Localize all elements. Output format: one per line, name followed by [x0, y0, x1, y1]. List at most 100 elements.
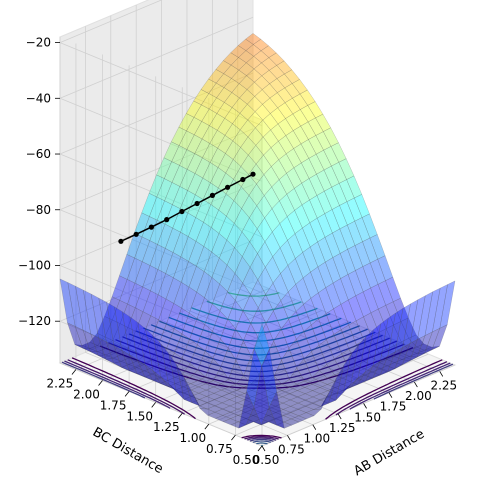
surface-patch: [256, 217, 273, 243]
surface-patch: [228, 383, 245, 391]
surface-patch: [96, 315, 113, 338]
surface-patch: [105, 357, 122, 364]
surface-patch: [409, 335, 426, 362]
surface-patch: [180, 261, 197, 288]
surface-patch: [284, 97, 301, 115]
surface-patch: [278, 153, 295, 174]
surface-patch: [369, 258, 386, 285]
surface-patch: [205, 380, 222, 388]
surface-patch: [232, 129, 249, 148]
surface-patch: [308, 135, 324, 155]
surface-patch: [342, 377, 359, 392]
surface-patch: [234, 231, 250, 258]
grid-line: [59, 128, 254, 211]
surface-patch: [231, 69, 247, 84]
surface-patch: [204, 303, 221, 332]
surface-patch: [424, 287, 441, 337]
surface-patch: [319, 377, 336, 385]
surface-patch: [168, 383, 184, 394]
surface-patch: [258, 383, 276, 391]
surface-patch: [253, 323, 270, 367]
surface-patch: [267, 399, 284, 407]
surface-patch: [137, 321, 154, 372]
surface-patch: [431, 324, 448, 351]
surface-patch: [237, 412, 254, 419]
surface-patch: [254, 103, 271, 121]
surface-patch: [181, 338, 198, 365]
surface-patch: [212, 366, 229, 385]
surface-patch: [424, 346, 440, 351]
surface-patch: [355, 266, 371, 293]
surface-patch: [104, 351, 122, 359]
surface-patch: [89, 332, 106, 346]
surface-patch: [156, 157, 173, 179]
surface-patch: [201, 93, 217, 110]
surface-patch: [253, 365, 270, 426]
surface-patch: [174, 357, 191, 375]
surface-patch: [74, 325, 91, 353]
surface-patch: [164, 182, 181, 206]
surface-patch: [269, 92, 286, 109]
surface-patch: [260, 415, 277, 423]
surface-patch: [409, 353, 425, 358]
trajectory-point: [240, 176, 246, 183]
surface-patch: [400, 337, 417, 351]
surface-patch: [244, 396, 261, 404]
surface-patch: [294, 204, 311, 229]
contour-level: [159, 320, 352, 349]
surface-patch: [253, 62, 270, 77]
x-tick-label: 1.75: [380, 400, 407, 414]
surface-patch: [324, 232, 341, 258]
surface-patch: [364, 371, 381, 379]
surface-patch: [300, 158, 317, 179]
surface-patch: [371, 353, 388, 363]
surface-patch: [173, 307, 190, 335]
surface-patch: [327, 387, 344, 395]
surface-patch: [212, 310, 229, 340]
surface-patch: [354, 241, 371, 267]
contour-projection: [61, 291, 454, 447]
surface-patch: [150, 319, 167, 345]
surface-patch: [226, 247, 243, 274]
surface-patch: [385, 301, 402, 326]
surface-patch: [285, 148, 302, 169]
surface-patch: [288, 310, 305, 340]
surface-patch: [377, 280, 394, 306]
surface-patch: [145, 328, 162, 378]
surface-patch: [369, 234, 386, 260]
trajectory-point: [209, 192, 215, 198]
surface-patch: [243, 355, 260, 385]
surface-patch: [182, 363, 199, 378]
surface-patch: [268, 418, 285, 426]
grid-line: [59, 97, 263, 182]
surface-patch: [364, 360, 381, 382]
surface-patch: [401, 338, 418, 366]
surface-patch: [171, 145, 188, 166]
surface-patch: [238, 50, 255, 64]
surface-patch: [193, 104, 210, 122]
trajectory-point: [179, 208, 185, 215]
surface-patch: [134, 286, 151, 313]
tick-mark: [337, 413, 342, 420]
surface-patch: [229, 402, 246, 410]
surface-patch: [104, 319, 121, 341]
contour-level: [206, 300, 302, 312]
surface-patch: [151, 343, 168, 365]
surface-patch: [363, 312, 380, 337]
surface-patch: [264, 208, 281, 233]
surface-patch: [227, 328, 244, 361]
surface-patch: [172, 186, 188, 210]
surface-patch: [142, 265, 159, 292]
surface-patch: [222, 412, 239, 419]
surface-patch: [333, 329, 350, 355]
surface-patch: [333, 371, 351, 379]
surface-patch: [143, 315, 159, 340]
surface-patch: [296, 358, 313, 382]
surface-patch: [280, 318, 297, 349]
surface-patch: [243, 390, 261, 397]
surface-patch: [209, 113, 226, 131]
grid-line: [59, 362, 263, 447]
surface-patch: [160, 376, 176, 391]
surface-patch: [235, 310, 252, 342]
surface-patch: [304, 396, 322, 404]
